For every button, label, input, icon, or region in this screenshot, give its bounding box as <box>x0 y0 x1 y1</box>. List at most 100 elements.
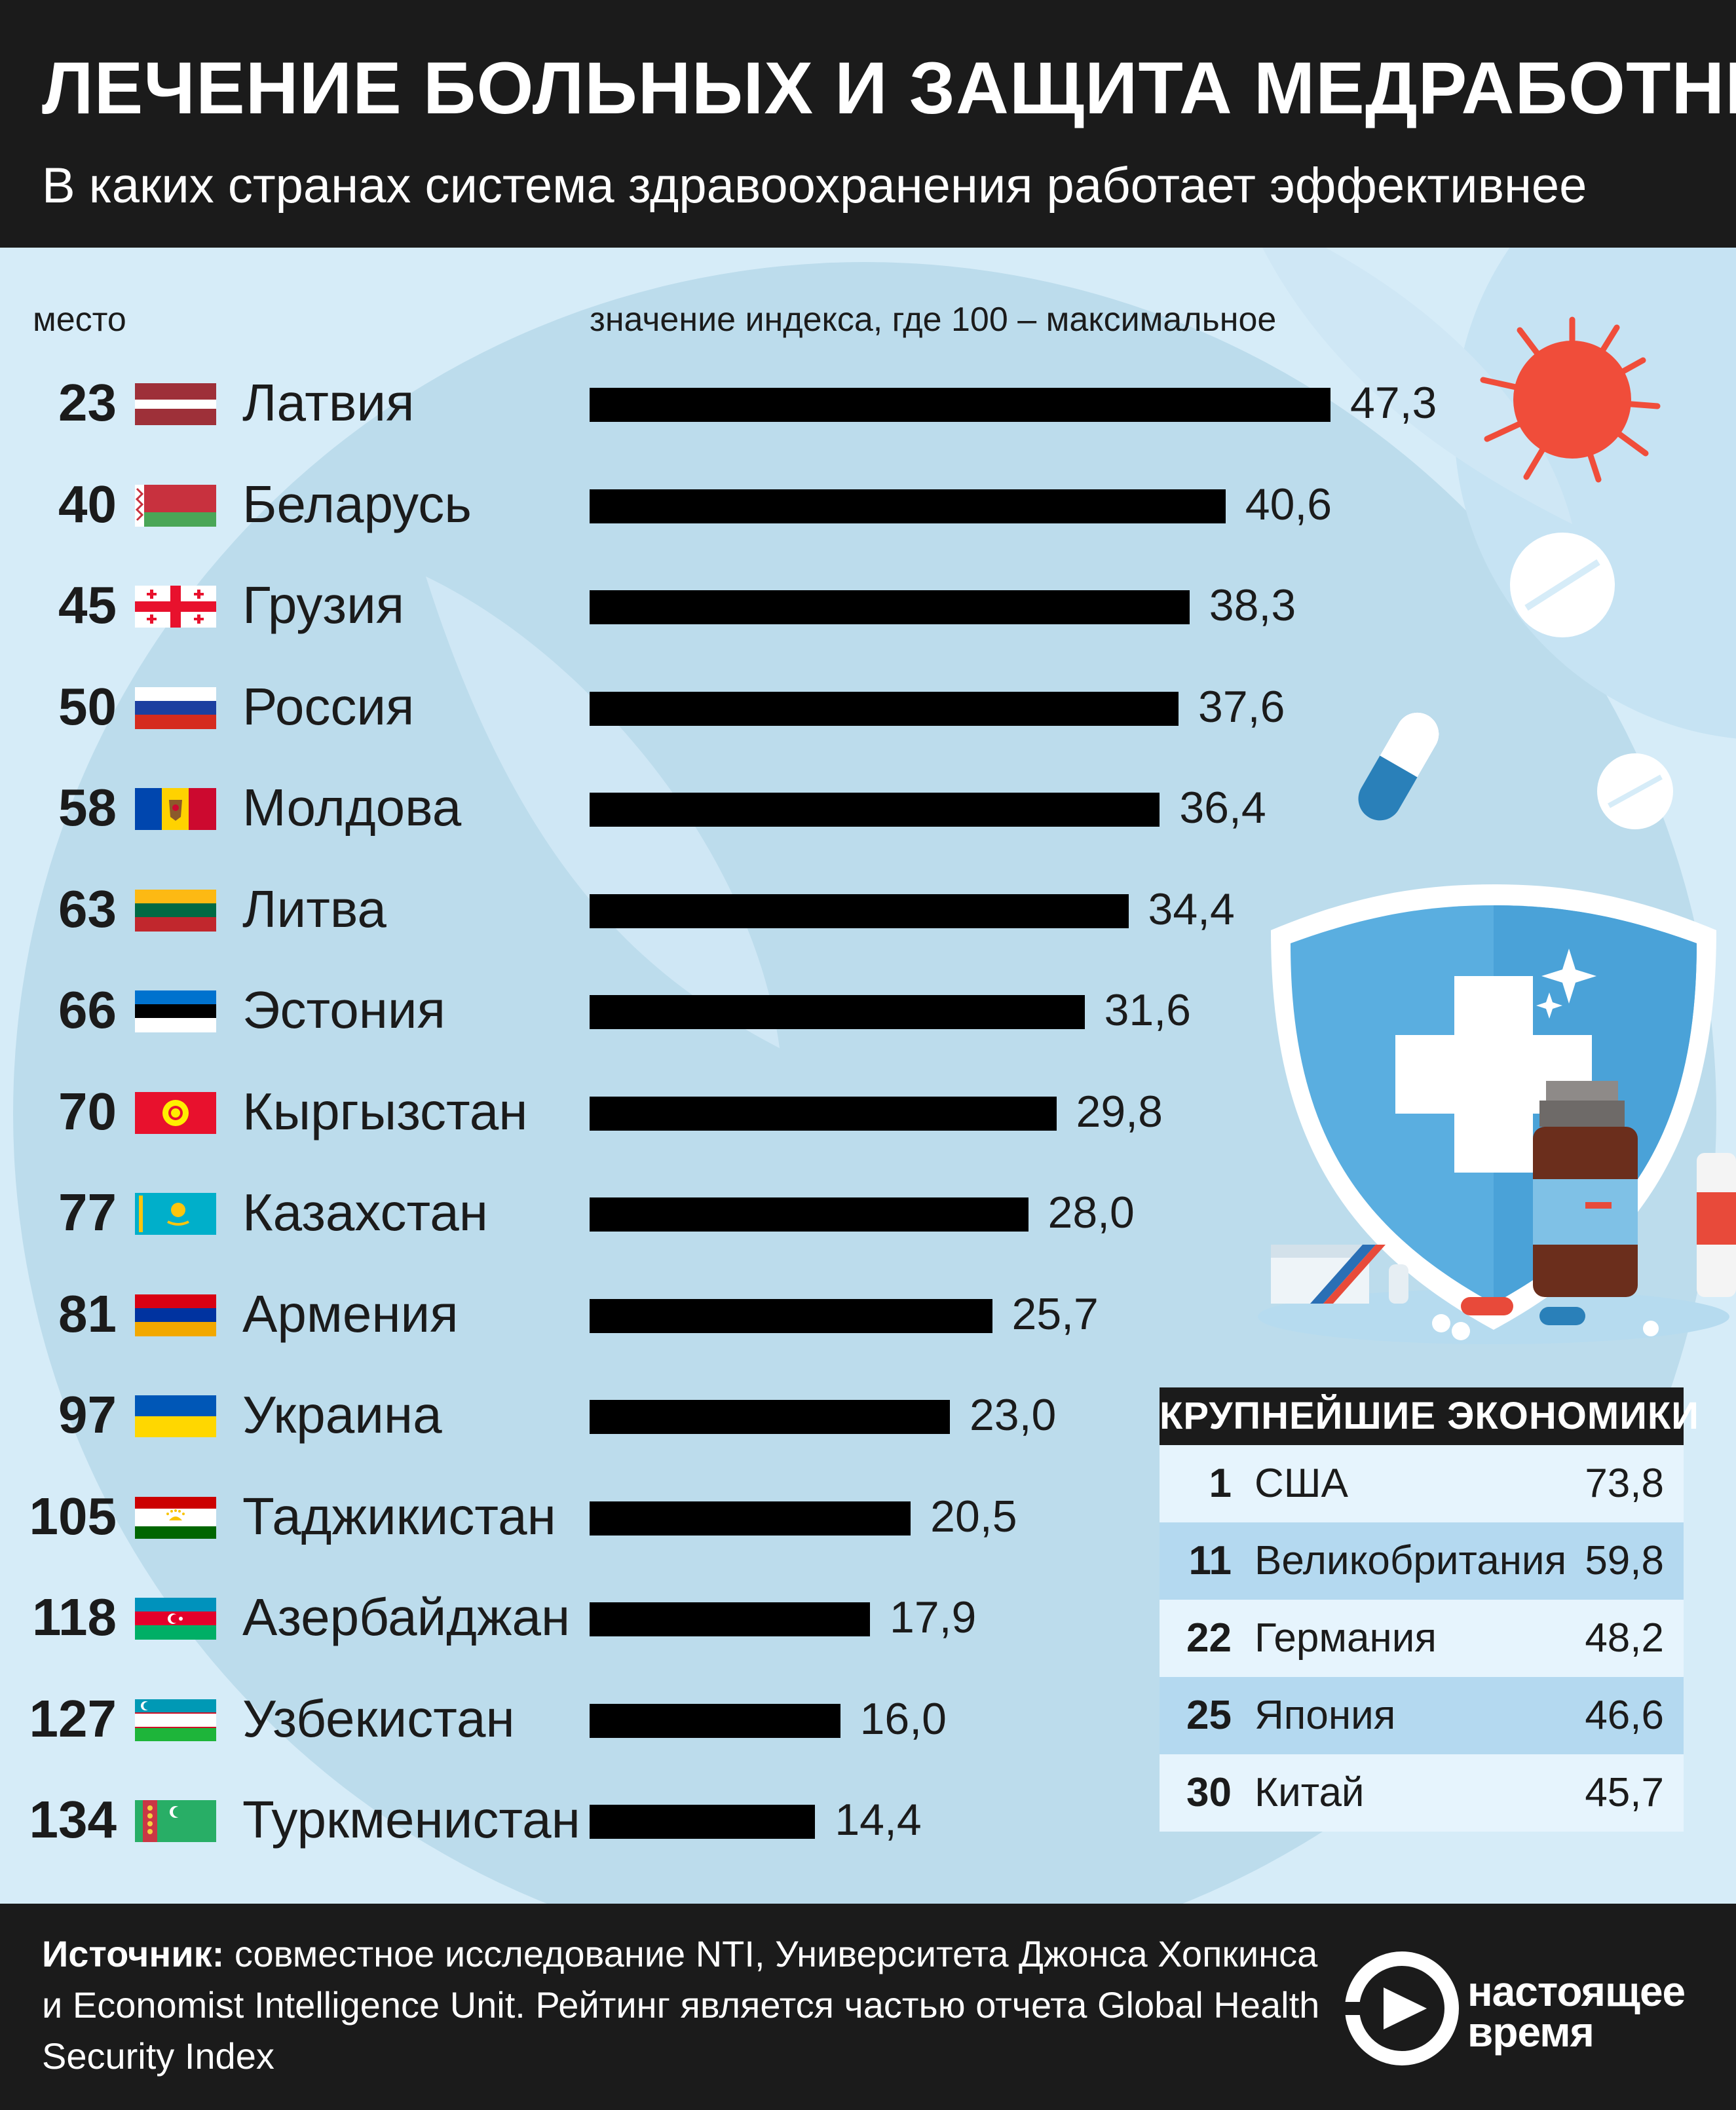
table-row: 25 Япония 46,6 <box>1160 1677 1684 1754</box>
rank-label: 127 <box>29 1689 117 1748</box>
economies-table-body: 1 США 73,8 11 Великобритания 59,8 22 Германия 48… <box>1160 1445 1684 1832</box>
country-label: Таджикистан <box>242 1486 556 1545</box>
bar <box>590 1602 870 1636</box>
bar <box>590 1703 840 1738</box>
table-row: 30 Китай 45,7 <box>1160 1754 1684 1832</box>
latvia-flag <box>135 383 216 425</box>
bar <box>590 388 1330 422</box>
kazakhstan-flag <box>135 1193 216 1235</box>
value-label: 25,7 <box>1011 1289 1099 1339</box>
uzbekistan-flag <box>135 1699 216 1741</box>
chart-row: 105 Таджикистан 20,5 <box>0 1480 1736 1553</box>
bar <box>590 590 1190 624</box>
source-label: Источник: <box>42 1933 225 1974</box>
turkmenistan-flag <box>135 1800 216 1842</box>
lithuania-flag <box>135 889 216 932</box>
value-label: 34,4 <box>1148 884 1235 934</box>
virus-icon <box>1480 316 1661 483</box>
country-label: Азербайджан <box>242 1588 571 1646</box>
belarus-flag <box>135 484 216 527</box>
country-label: Украина <box>242 1385 442 1444</box>
country-label: Кыргызстан <box>242 1082 528 1140</box>
tajikistan-flag <box>135 1496 216 1539</box>
page-title: ЛЕЧЕНИЕ БОЛЬНЫХ И ЗАЩИТА МЕДРАБОТНИКОВ <box>42 47 1736 129</box>
bar <box>590 1096 1057 1131</box>
bar <box>590 1501 911 1535</box>
capsule-icon <box>1358 712 1439 821</box>
value-label: 14,4 <box>835 1795 922 1845</box>
value-label: 23,0 <box>969 1390 1057 1440</box>
economy-rank: 25 <box>1186 1693 1232 1738</box>
table-row: 22 Германия 48,2 <box>1160 1600 1684 1677</box>
source-text: совместное исследование NTI, Университет… <box>42 1933 1320 2077</box>
rank-label: 134 <box>29 1790 117 1849</box>
logo-text-line1: настоящее <box>1467 1968 1686 2015</box>
country-label: Молдова <box>242 778 462 837</box>
rank-label: 50 <box>58 677 117 736</box>
chart-row: 70 Кыргызстан 29,8 <box>0 1076 1736 1148</box>
bar <box>590 691 1179 726</box>
chart-row: 23 Латвия 47,3 <box>0 367 1736 439</box>
value-label: 36,4 <box>1179 783 1266 833</box>
azerbaijan-flag <box>135 1598 216 1640</box>
country-label: Беларусь <box>242 474 472 533</box>
armenia-flag <box>135 1294 216 1336</box>
rank-label: 23 <box>58 373 117 432</box>
economy-name: Германия <box>1255 1615 1437 1661</box>
rank-label: 70 <box>58 1082 117 1140</box>
russia-flag <box>135 687 216 729</box>
country-label: Литва <box>242 879 387 938</box>
bar <box>590 1805 816 1839</box>
country-label: Туркменистан <box>242 1790 580 1849</box>
chart-row: 118 Азербайджан 17,9 <box>0 1581 1736 1653</box>
economy-name: США <box>1255 1461 1348 1506</box>
country-label: Узбекистан <box>242 1689 515 1748</box>
value-label: 16,0 <box>859 1693 947 1744</box>
ukraine-flag <box>135 1395 216 1437</box>
bar <box>590 995 1085 1029</box>
rank-label: 97 <box>58 1385 117 1444</box>
georgia-flag <box>135 586 216 628</box>
rank-label: 58 <box>58 778 117 837</box>
table-row: 1 США 73,8 <box>1160 1445 1684 1522</box>
chart-row: 134 Туркменистан 14,4 <box>0 1784 1736 1856</box>
chart-row: 127 Узбекистан 16,0 <box>0 1683 1736 1755</box>
chart-row: 45 Грузия 38,3 <box>0 569 1736 641</box>
chart-row: 58 Молдова 36,4 <box>0 772 1736 844</box>
rank-label: 105 <box>29 1486 117 1545</box>
country-label: Казахстан <box>242 1183 488 1241</box>
medical-shield-illustration <box>1258 884 1736 1344</box>
rank-label: 77 <box>58 1183 117 1241</box>
nastoyashchee-vremya-logo: настоящее время <box>1343 1943 1710 2074</box>
rank-label: 118 <box>31 1588 117 1646</box>
country-label: Эстония <box>242 981 445 1039</box>
economy-rank: 1 <box>1209 1461 1232 1506</box>
value-label: 31,6 <box>1104 985 1191 1035</box>
economy-rank: 11 <box>1188 1538 1232 1583</box>
country-label: Россия <box>242 677 415 736</box>
value-label: 20,5 <box>930 1491 1017 1541</box>
chart-row: 81 Армения 25,7 <box>0 1278 1736 1350</box>
rank-label: 45 <box>58 576 117 634</box>
rank-label: 66 <box>58 981 117 1039</box>
chart-row: 50 Россия 37,6 <box>0 671 1736 743</box>
economy-value: 46,6 <box>1585 1693 1664 1738</box>
tablet-icon <box>1597 753 1673 829</box>
chart-row: 97 Украина 23,0 <box>0 1379 1736 1451</box>
value-label: 28,0 <box>1047 1188 1135 1237</box>
economy-value: 73,8 <box>1585 1461 1664 1506</box>
pill-icon <box>1510 533 1615 637</box>
rank-label: 40 <box>58 474 117 533</box>
economy-name: Япония <box>1255 1693 1396 1738</box>
kyrgyzstan-flag <box>135 1091 216 1134</box>
logo-text-line2: время <box>1467 2008 1594 2056</box>
economy-rank: 22 <box>1186 1615 1232 1661</box>
bar <box>590 489 1226 523</box>
bar <box>590 1298 992 1333</box>
rank-column-header: место <box>33 301 126 339</box>
value-label: 38,3 <box>1209 580 1296 630</box>
economy-name: Китай <box>1255 1770 1365 1815</box>
header: ЛЕЧЕНИЕ БОЛЬНЫХ И ЗАЩИТА МЕДРАБОТНИКОВ В… <box>0 0 1736 248</box>
estonia-flag <box>135 990 216 1032</box>
rank-label: 63 <box>58 879 117 938</box>
